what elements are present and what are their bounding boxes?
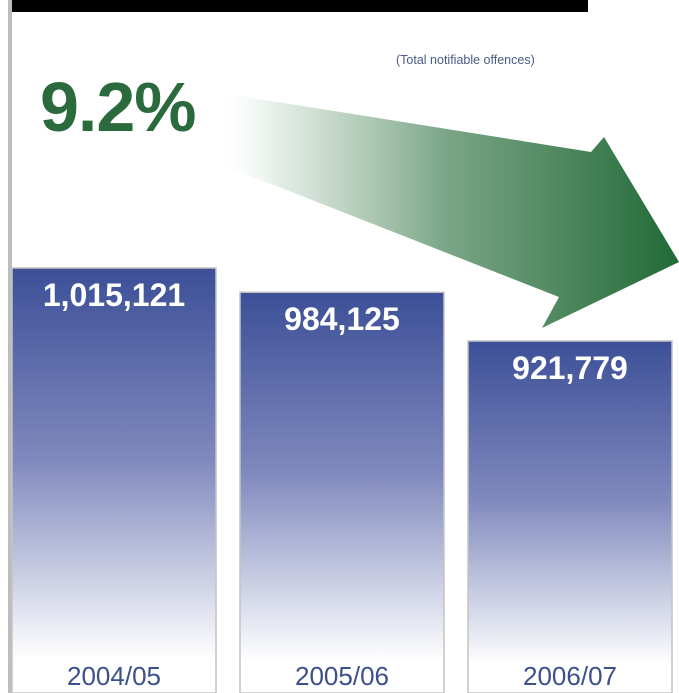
bar-2005-06	[239, 291, 445, 693]
category-label: 2006/07	[523, 661, 617, 691]
bar-2006-07	[467, 340, 673, 693]
bar-value-label: 1,015,121	[43, 277, 185, 313]
bar-value-label: 921,779	[512, 350, 628, 386]
category-label: 2005/06	[295, 661, 389, 691]
left-rule	[8, 0, 12, 693]
percent-change-label: 9.2%	[40, 68, 197, 146]
bar-2004-05	[11, 267, 217, 693]
bar-value-label: 984,125	[284, 301, 400, 337]
category-label: 2004/05	[67, 661, 161, 691]
top-banner	[8, 0, 588, 12]
chart-subtitle: (Total notifiable offences)	[396, 53, 535, 67]
